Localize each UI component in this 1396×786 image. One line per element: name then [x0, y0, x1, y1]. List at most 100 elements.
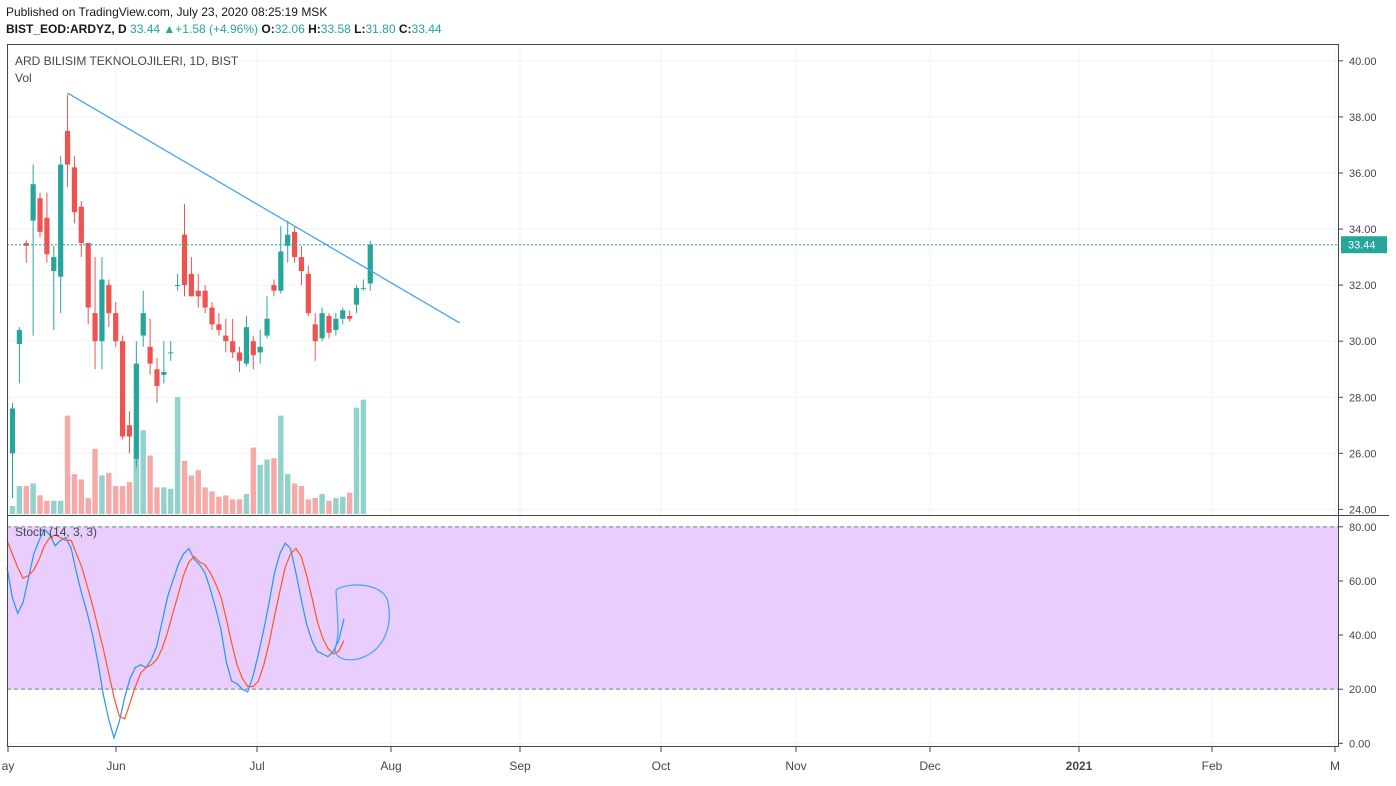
open-value: 32.06: [274, 22, 305, 36]
candle-body: [106, 285, 112, 314]
trendline[interactable]: [67, 92, 461, 324]
stoch-band-lines: [7, 526, 1338, 690]
price-axis-label: 38.00: [1349, 112, 1377, 124]
candle-body: [353, 287, 360, 305]
volume-bar: [51, 500, 57, 514]
stoch-lines: [6, 528, 345, 740]
volume-bar: [154, 487, 160, 514]
last-value: 33.44: [130, 22, 161, 36]
candle-body: [154, 369, 160, 387]
candle-body: [230, 341, 236, 353]
volume-bar: [161, 487, 167, 514]
hand-drawn-circle[interactable]: [334, 584, 390, 661]
pane-frames: [7, 44, 1389, 747]
high-value: 33.58: [320, 22, 351, 36]
volume-bar: [216, 496, 222, 514]
volume-bar: [64, 415, 71, 514]
candle-body: [133, 363, 139, 459]
candle-body: [326, 315, 332, 333]
candle-body: [367, 244, 373, 284]
high-label: H:: [308, 22, 321, 36]
volume-bar: [223, 495, 229, 514]
volume-bar: [291, 483, 298, 514]
price-axis[interactable]: 24.00 26.00 28.00 30.00 32.00 34.00 36.00 38.00…: [1338, 56, 1377, 517]
volume-bar: [298, 486, 305, 514]
volume-bar: [340, 496, 346, 514]
open-label: O:: [261, 22, 275, 36]
volume-bar: [71, 474, 78, 514]
price-axis-label: 40.00: [1349, 56, 1377, 68]
volume-bar: [140, 430, 146, 514]
time-axis-label: Oct: [652, 759, 671, 773]
price-axis-label: 36.00: [1349, 168, 1377, 180]
candle-body: [181, 234, 188, 286]
volume-bar: [9, 506, 16, 514]
candle-body: [147, 346, 153, 364]
volume-bar: [229, 499, 236, 514]
candle-body: [51, 257, 57, 272]
volume-bar: [57, 500, 64, 514]
symbol-name[interactable]: BIST_EOD:ARDYZ, D: [6, 22, 127, 36]
volume-bar: [209, 491, 215, 514]
candle-body: [30, 184, 36, 221]
vol-label: Vol: [15, 71, 32, 85]
volume-bar: [312, 498, 318, 514]
volume-bar: [181, 460, 188, 514]
candle-body: [236, 352, 243, 361]
time-axis-label: Feb: [1202, 759, 1223, 773]
candle-body: [161, 372, 167, 375]
candle-body: [140, 313, 146, 336]
price-axis-label: 28.00: [1349, 392, 1377, 404]
price-axis-label: 26.00: [1349, 448, 1377, 460]
candle-body: [202, 290, 208, 308]
candle-body: [278, 251, 284, 291]
price-axis-label: 34.00: [1349, 224, 1377, 236]
time-axis-label: M: [1330, 759, 1340, 773]
price-axis-label: 24.00: [1349, 504, 1377, 516]
candle-body: [78, 206, 84, 244]
candle-body: [188, 273, 194, 297]
candle-body: [360, 287, 366, 289]
candle-body: [85, 243, 91, 308]
volume-bar: [113, 486, 119, 514]
stoch-band-fill: [7, 526, 1339, 690]
volume-bar: [30, 483, 36, 514]
candle-body: [347, 315, 353, 319]
candle-body: [9, 408, 16, 454]
candle-body: [99, 279, 105, 342]
stoch-axis-label: 0.00: [1349, 738, 1370, 750]
volume-bar: [44, 500, 50, 514]
time-axis-label: Aug: [380, 759, 401, 773]
candle-body: [23, 243, 29, 246]
candle-body: [64, 130, 71, 165]
volume-bar: [99, 475, 105, 514]
candle-body: [71, 167, 78, 213]
volume-bar: [16, 486, 23, 514]
low-label: L:: [354, 22, 366, 36]
time-axis-label: Nov: [785, 759, 806, 773]
volume-bar: [243, 494, 250, 514]
time-axis[interactable]: ay Jun Jul Aug Sep Oct Nov Dec 2021 Feb M: [2, 746, 1340, 773]
candle-body: [37, 198, 43, 232]
last-price-tag-text: 33.44: [1348, 240, 1376, 252]
volume-bar: [85, 498, 91, 514]
volume-bar: [264, 459, 270, 514]
volume-bar: [168, 488, 174, 514]
volume-bar: [37, 495, 43, 514]
volume-bar: [319, 494, 325, 514]
volume-bar: [353, 407, 360, 514]
change-value: +1.58 (+4.96%): [175, 22, 259, 36]
time-axis-label: ay: [2, 759, 15, 773]
price-axis-label: 30.00: [1349, 336, 1377, 348]
volume-bars: [9, 397, 367, 514]
stoch-axis[interactable]: 0.00 20.00 40.00 60.00 80.00: [1338, 522, 1377, 750]
candle-body: [285, 234, 291, 246]
volume-bar: [147, 455, 153, 514]
volume-bar: [257, 464, 263, 514]
stoch-pane-title: Stoch (14, 3, 3): [15, 525, 97, 539]
volume-bar: [250, 447, 256, 514]
candle-body: [168, 352, 174, 354]
published-info: Published on TradingView.com, July 23, 2…: [6, 5, 328, 19]
volume-bar: [92, 448, 98, 514]
